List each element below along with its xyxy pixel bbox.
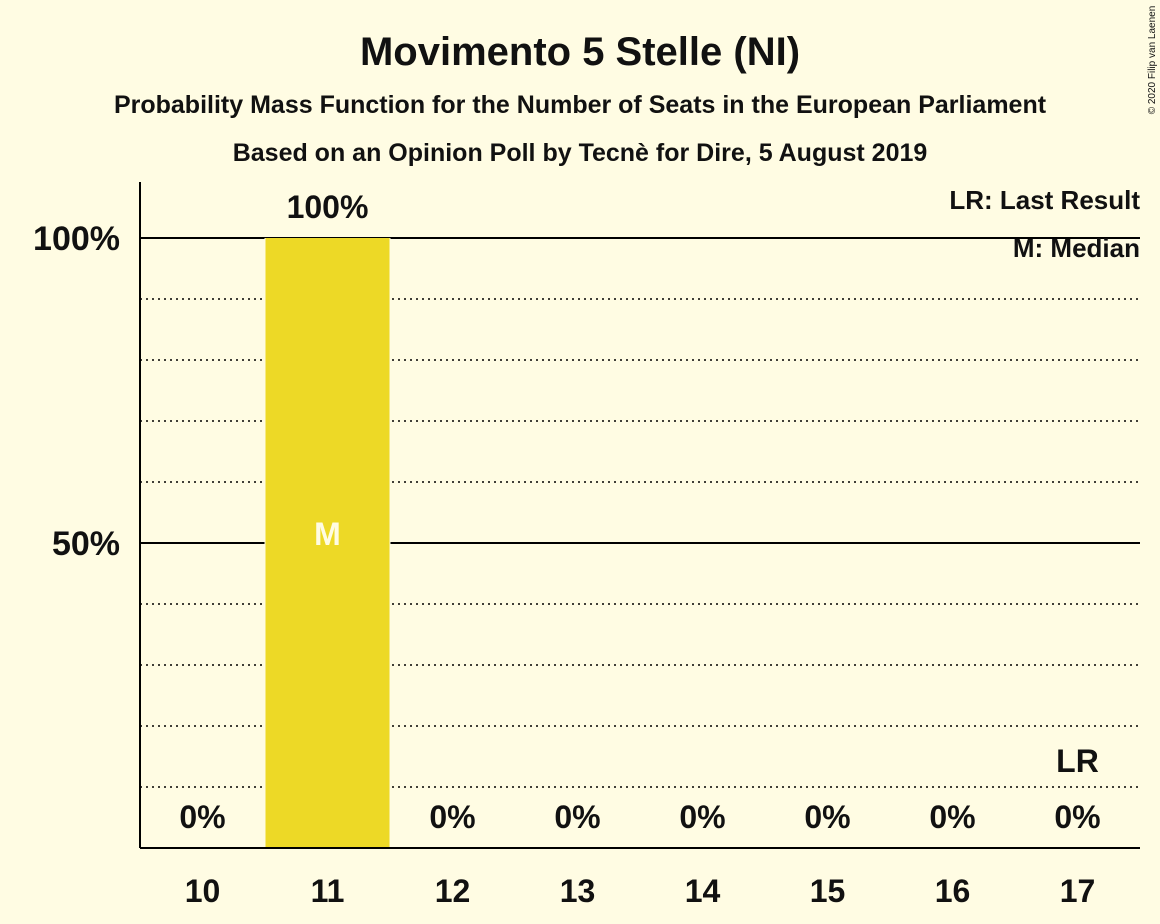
legend-last-result: LR: Last Result [949, 185, 1140, 215]
x-tick-label: 11 [311, 873, 345, 909]
data-label-14: 0% [679, 799, 725, 835]
x-tick-label: 12 [435, 873, 471, 909]
x-tick-label: 15 [810, 873, 846, 909]
data-label-11: 100% [287, 189, 369, 225]
legend-median: M: Median [1013, 233, 1140, 263]
bar-11 [265, 238, 390, 848]
data-label-16: 0% [929, 799, 975, 835]
x-tick-label: 17 [1060, 873, 1096, 909]
data-labels: 0% 100% M 0% 0% 0% 0% 0% 0% LR [179, 189, 1100, 835]
gridlines [140, 237, 1140, 788]
x-tick-labels: 10 11 12 13 14 15 16 17 [185, 873, 1096, 909]
x-tick-label: 16 [935, 873, 971, 909]
last-result-marker: LR [1056, 743, 1099, 779]
copyright-notice: © 2020 Filip van Laenen [1147, 6, 1158, 115]
median-marker: M [314, 516, 341, 552]
chart-source: Based on an Opinion Poll by Tecnè for Di… [233, 139, 928, 167]
data-label-15: 0% [804, 799, 850, 835]
x-tick-label: 10 [185, 873, 221, 909]
bars [264, 238, 391, 848]
data-label-10: 0% [179, 799, 225, 835]
data-label-13: 0% [554, 799, 600, 835]
y-tick-label: 50% [52, 525, 120, 563]
x-tick-label: 13 [560, 873, 596, 909]
y-tick-labels: 50% 100% [33, 220, 120, 563]
y-tick-label: 100% [33, 220, 120, 258]
x-tick-label: 14 [685, 873, 721, 909]
chart-title: Movimento 5 Stelle (NI) [360, 30, 800, 74]
data-label-17: 0% [1054, 799, 1100, 835]
chart-subtitle: Probability Mass Function for the Number… [114, 91, 1047, 119]
data-label-12: 0% [429, 799, 475, 835]
